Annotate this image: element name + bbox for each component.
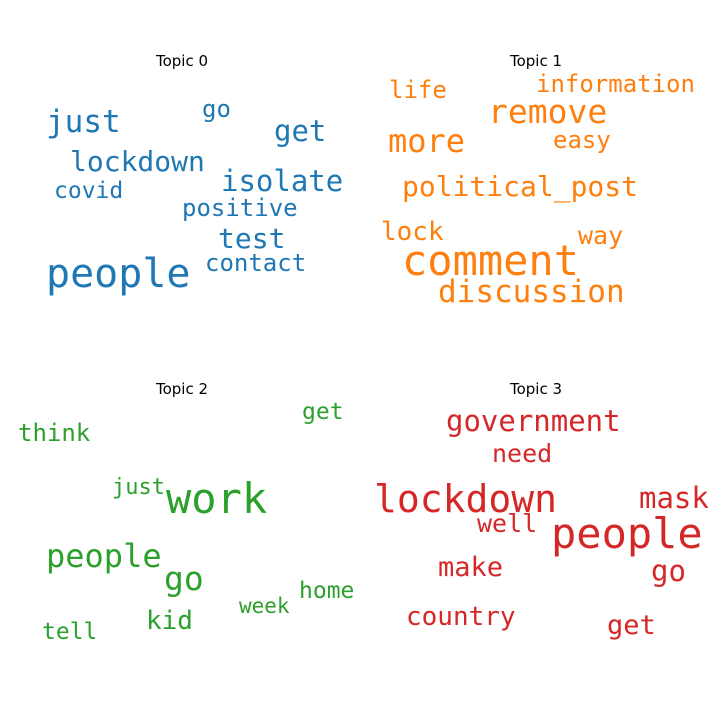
panel-title: Topic 1	[509, 52, 563, 70]
word-just: just	[46, 104, 121, 140]
word-country: country	[406, 602, 516, 632]
word-mask: mask	[639, 481, 709, 515]
word-go: go	[202, 95, 231, 123]
word-easy: easy	[553, 126, 611, 154]
word-political-post: political_post	[402, 170, 639, 203]
word-work: work	[166, 474, 268, 523]
panel-title: Topic 0	[155, 52, 209, 70]
word-get: get	[607, 610, 656, 641]
word-comment: comment	[402, 236, 580, 285]
word-kid: kid	[146, 606, 193, 636]
word-think: think	[18, 419, 91, 447]
word-make: make	[438, 552, 504, 583]
word-home: home	[299, 578, 355, 604]
word-just: just	[112, 475, 165, 500]
word-test: test	[218, 222, 286, 255]
word-more: more	[388, 122, 466, 160]
word-need: need	[492, 439, 553, 468]
word-people: people	[46, 251, 191, 297]
word-positive: positive	[182, 194, 298, 222]
word-go: go	[164, 559, 204, 598]
word-get: get	[302, 399, 344, 425]
word-isolate: isolate	[221, 164, 344, 198]
word-lockdown: lockdown	[374, 477, 558, 521]
word-go: go	[651, 554, 686, 588]
word-contact: contact	[205, 249, 307, 277]
panel-title: Topic 2	[155, 380, 209, 398]
word-lock: lock	[381, 217, 444, 247]
word-remove: remove	[488, 92, 608, 131]
word-lockdown: lockdown	[70, 145, 205, 178]
word-tell: tell	[42, 619, 98, 645]
word-covid: covid	[54, 178, 124, 204]
word-information: information	[536, 70, 695, 98]
word-well: well	[477, 509, 538, 538]
word-week: week	[239, 594, 290, 618]
word-way: way	[578, 221, 624, 250]
word-government: government	[446, 404, 621, 438]
panel-title: Topic 3	[509, 380, 563, 398]
word-get: get	[274, 114, 327, 148]
word-people: people	[551, 509, 703, 558]
word-life: life	[389, 76, 447, 104]
word-discussion: discussion	[438, 274, 625, 310]
word-people: people	[46, 537, 162, 575]
